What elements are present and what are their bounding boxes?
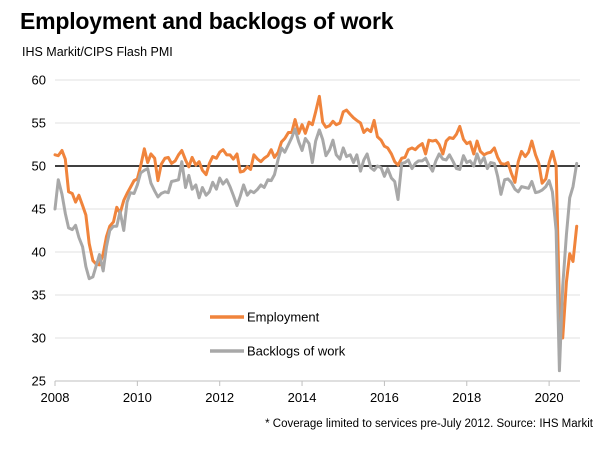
legend-label: Backlogs of work	[247, 344, 346, 359]
y-tick-label: 30	[32, 331, 46, 346]
y-tick-label: 60	[32, 73, 46, 88]
legend-label: Employment	[247, 310, 320, 325]
y-tick-label: 35	[32, 288, 46, 303]
chart-title: Employment and backlogs of work	[20, 8, 394, 34]
x-tick-label: 2014	[288, 390, 317, 405]
y-tick-label: 45	[32, 202, 46, 217]
chart-subtitle: IHS Markit/CIPS Flash PMI	[22, 45, 173, 59]
series-line-employment	[53, 94, 579, 340]
x-tick-label: 2018	[452, 390, 481, 405]
y-tick-label: 50	[32, 159, 46, 174]
x-tick-label: 2020	[535, 390, 564, 405]
y-tick-label: 40	[32, 245, 46, 260]
series-lines	[53, 94, 579, 373]
y-axis-tick-labels: 25 30 35 40 45 50 55 60	[32, 73, 46, 389]
gridlines	[55, 79, 580, 382]
x-tick-label: 2012	[205, 390, 234, 405]
legend: Employment Backlogs of work	[210, 310, 346, 359]
y-tick-label: 25	[32, 374, 46, 389]
x-tick-label: 2016	[370, 390, 399, 405]
series-line-backlogs-of-work	[53, 127, 579, 373]
x-axis-tick-labels: 2008 2010 2012 2014 2016 2018 2020	[41, 380, 580, 405]
source-footnote: * Coverage limited to services pre-July …	[265, 418, 593, 430]
x-tick-label: 2008	[41, 390, 70, 405]
x-tick-label: 2010	[123, 390, 152, 405]
y-tick-label: 55	[32, 116, 46, 131]
